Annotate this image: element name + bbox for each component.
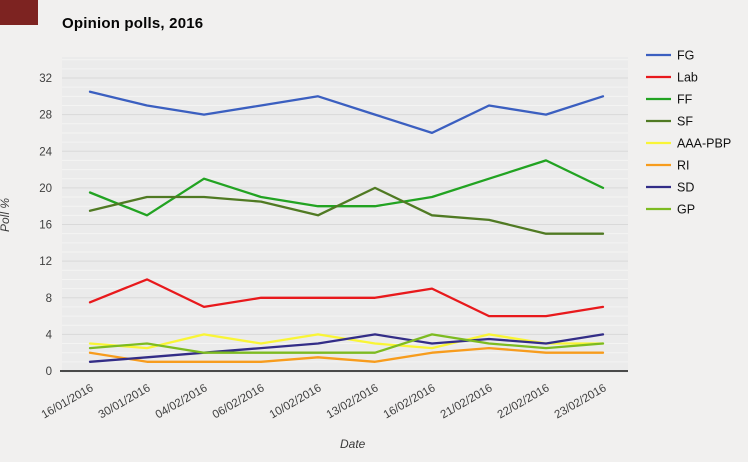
y-tick-label: 16 (39, 220, 52, 232)
series-line-RI (88, 346, 605, 363)
legend-label-FG: FG (677, 49, 694, 63)
x-tick-label: 21/02/2016 (439, 382, 495, 421)
y-tick-label: 20 (39, 183, 52, 195)
legend-label-SF: SF (677, 115, 693, 129)
series-line-FG (88, 90, 605, 135)
legend-label-GP: GP (677, 203, 695, 217)
series-line-GP (88, 333, 605, 354)
x-tick-label: 22/02/2016 (496, 382, 552, 421)
x-tick-label: 16/01/2016 (40, 382, 96, 421)
window-corner-accent (0, 0, 38, 25)
x-tick-label: 30/01/2016 (97, 382, 153, 421)
y-tick-label: 0 (46, 366, 52, 378)
x-tick-label: 10/02/2016 (268, 382, 324, 421)
chart-title: Opinion polls, 2016 (62, 15, 204, 32)
legend-label-RI: RI (677, 159, 690, 173)
y-tick-label: 12 (39, 256, 52, 268)
series-line-Lab (88, 278, 605, 318)
series-line-SD (88, 333, 605, 363)
legend-label-FF: FF (677, 93, 693, 107)
x-tick-label: 06/02/2016 (211, 382, 267, 421)
x-tick-label: 16/02/2016 (382, 382, 438, 421)
legend-label-SD: SD (677, 181, 694, 195)
legend-label-Lab: Lab (677, 71, 698, 85)
series-line-SF (88, 186, 605, 235)
legend-label-AAA-PBP: AAA-PBP (677, 137, 731, 151)
y-tick-label: 4 (46, 329, 53, 341)
x-tick-label: 04/02/2016 (154, 382, 210, 421)
y-axis-title: Poll % (0, 198, 13, 233)
y-tick-label: 8 (46, 293, 52, 305)
y-tick-label: 32 (39, 73, 52, 85)
x-axis-title: Date (340, 437, 366, 451)
y-tick-label: 24 (39, 146, 52, 158)
y-tick-label: 28 (39, 110, 52, 122)
x-tick-label: 23/02/2016 (553, 382, 609, 421)
x-tick-label: 13/02/2016 (325, 382, 381, 421)
